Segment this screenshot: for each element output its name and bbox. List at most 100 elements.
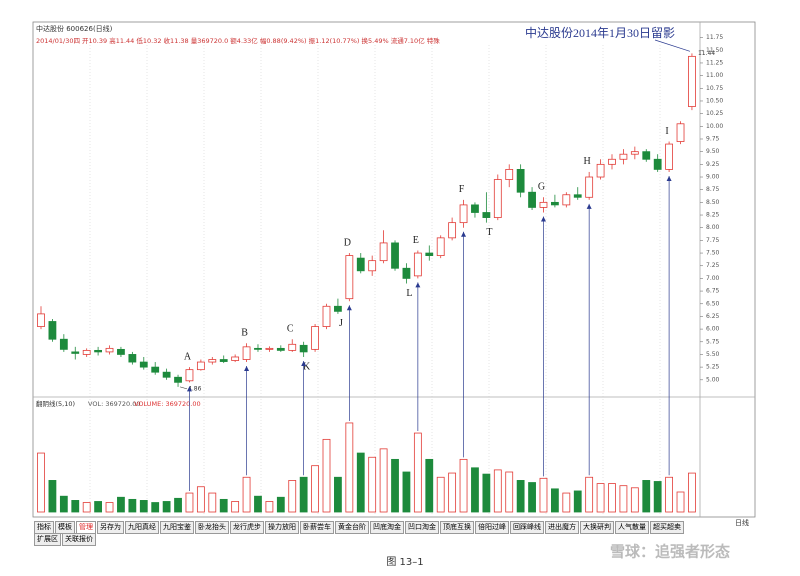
volume-bar (482, 473, 491, 513)
y-tick-label: 6.25 (706, 313, 720, 320)
volume-bar (288, 480, 297, 513)
tab[interactable]: 关联报价 (62, 533, 96, 546)
volume-bar (653, 481, 662, 513)
volume-bar (676, 491, 685, 513)
candle-body (117, 348, 125, 355)
candle-body (391, 242, 399, 269)
candle-body (471, 204, 479, 213)
candle-body (128, 354, 137, 363)
volume-legend: VOL: 369720.00 (88, 400, 140, 408)
candle-body (276, 347, 285, 351)
candle-body (436, 237, 445, 256)
volume-bar (630, 487, 639, 513)
annotation-letter: A (184, 351, 192, 362)
tab[interactable]: 操力放阳 (265, 521, 299, 534)
low-price-label: 4.86 (188, 385, 202, 392)
candle-body (94, 349, 102, 353)
arrow-head (540, 216, 546, 222)
y-tick-label: 5.25 (706, 364, 720, 371)
tab[interactable]: 回踩峰线 (510, 521, 544, 534)
candle-body (162, 371, 171, 378)
candle-body (608, 158, 616, 165)
y-tick-label: 11.75 (706, 34, 723, 41)
tab[interactable]: 超买超卖 (650, 521, 684, 534)
candle-body (174, 376, 182, 383)
tab[interactable]: 人气散量 (615, 521, 649, 534)
candle-body (265, 347, 274, 350)
y-tick-label: 6.00 (706, 326, 720, 333)
tab[interactable]: 黄金台阶 (335, 521, 369, 534)
tab[interactable]: 倍阳过峰 (475, 521, 509, 534)
candle-body (288, 343, 297, 351)
candle-body (299, 344, 308, 353)
tab[interactable]: 凹底淘金 (370, 521, 404, 534)
candle-body (665, 143, 673, 170)
tab[interactable]: 九阳真经 (125, 521, 159, 534)
volume-bar (436, 476, 445, 513)
volume-bar (505, 471, 514, 513)
candle-body (413, 252, 422, 277)
y-tick-label: 5.75 (706, 338, 720, 345)
volume-bar (37, 452, 45, 513)
volume-bar (265, 501, 274, 513)
tab[interactable]: 九阳宝鉴 (160, 521, 194, 534)
y-tick-label: 11.00 (706, 72, 723, 79)
period-label: 日线 (735, 518, 749, 527)
volume-bar (219, 498, 228, 513)
tab[interactable]: 模板 (55, 521, 75, 534)
y-tick-label: 7.75 (706, 237, 720, 244)
candle-body (219, 359, 228, 362)
y-tick-label: 11.25 (706, 59, 723, 66)
arrow-head (301, 360, 307, 366)
stock-title: 中达股份 600626(日线) (36, 24, 113, 33)
tab[interactable]: 龙行虎步 (230, 521, 264, 534)
candle-body (630, 151, 639, 155)
low-pointer (179, 386, 188, 390)
volume-bar (105, 502, 114, 513)
volume-bar (71, 500, 80, 513)
volume-bar (299, 476, 308, 513)
volume-bar (368, 456, 377, 513)
candle-body (448, 222, 457, 239)
candle-body (71, 351, 80, 354)
annotation-letter: E (413, 235, 419, 246)
tab[interactable]: 扩展区 (34, 533, 61, 546)
candle-body (231, 356, 240, 361)
arrow-head (586, 203, 592, 209)
volume-bar (471, 467, 479, 513)
volume-bar (276, 496, 285, 513)
volume-bar (448, 472, 457, 513)
tab[interactable]: 另存为 (97, 521, 124, 534)
figure-caption: 图 13–1 (386, 556, 423, 568)
volume-bar (379, 448, 388, 513)
tab[interactable]: 卧龙抬头 (195, 521, 229, 534)
annotation-letter: J (339, 318, 343, 329)
candle-body (528, 191, 536, 208)
volume-bar (117, 496, 125, 513)
volume-bar (402, 471, 411, 513)
candle-body (551, 201, 559, 206)
volume-bar (345, 422, 354, 513)
volume-bar (608, 483, 616, 513)
volume-bar (254, 495, 262, 513)
volume-bar (413, 432, 422, 513)
volume-bar (196, 486, 205, 513)
y-tick-label: 10.50 (706, 97, 723, 104)
volume-bar (139, 500, 148, 513)
annotation-letter: F (459, 184, 465, 195)
y-tick-label: 10.25 (706, 110, 723, 117)
frame (32, 21, 756, 518)
watermark: 雪球：追强者形态 (610, 543, 730, 561)
annotation-letter: I (665, 126, 668, 137)
tab[interactable]: 顶底互换 (440, 521, 474, 534)
tab[interactable]: 卧薪尝车 (300, 521, 334, 534)
tab[interactable]: 凹口淘金 (405, 521, 439, 534)
volume-bar (642, 480, 651, 513)
high-price-label: 11.44 (698, 50, 715, 57)
candle-body (59, 338, 68, 350)
y-tick-label: 8.50 (706, 199, 720, 206)
tab[interactable]: 大换研判 (580, 521, 614, 534)
candle-body (105, 347, 114, 353)
candle-body (642, 151, 651, 160)
tab[interactable]: 进出魔方 (545, 521, 579, 534)
